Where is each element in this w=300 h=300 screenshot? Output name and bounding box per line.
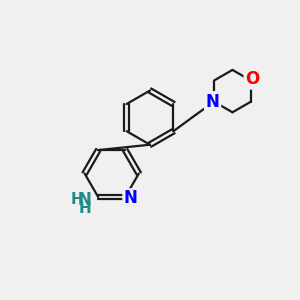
Text: N: N: [206, 93, 220, 111]
Text: O: O: [245, 70, 260, 88]
Text: N: N: [78, 191, 92, 209]
Text: N: N: [124, 190, 137, 208]
Text: H: H: [70, 193, 83, 208]
Text: H: H: [79, 201, 91, 216]
